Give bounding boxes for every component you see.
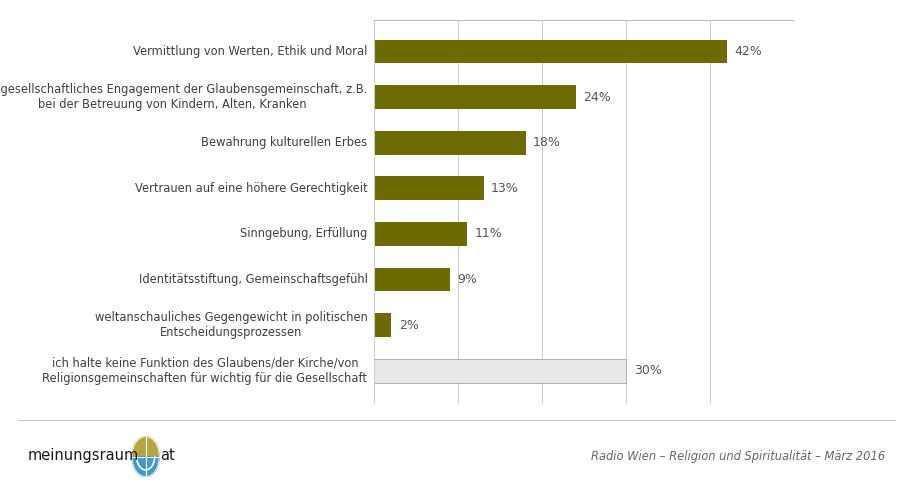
Wedge shape	[132, 437, 159, 457]
Bar	[374, 222, 467, 246]
Text: Radio Wien – Religion und Spiritualität – März 2016: Radio Wien – Religion und Spiritualität …	[592, 450, 886, 463]
Wedge shape	[132, 457, 159, 476]
Text: 9%: 9%	[457, 273, 477, 286]
Bar	[374, 131, 526, 155]
Text: 13%: 13%	[491, 182, 519, 195]
Bar	[374, 40, 727, 63]
Text: meinungsraum: meinungsraum	[27, 448, 139, 463]
Bar	[374, 85, 576, 109]
Bar	[374, 176, 484, 200]
Text: 11%: 11%	[474, 227, 502, 241]
Text: 18%: 18%	[533, 136, 561, 149]
Bar	[374, 268, 450, 291]
Text: at: at	[160, 448, 174, 463]
Text: 2%: 2%	[399, 319, 418, 331]
Text: 24%: 24%	[583, 91, 611, 104]
Text: 42%: 42%	[735, 45, 762, 58]
Text: 30%: 30%	[634, 364, 662, 377]
Bar	[374, 359, 626, 382]
Bar	[374, 313, 391, 337]
